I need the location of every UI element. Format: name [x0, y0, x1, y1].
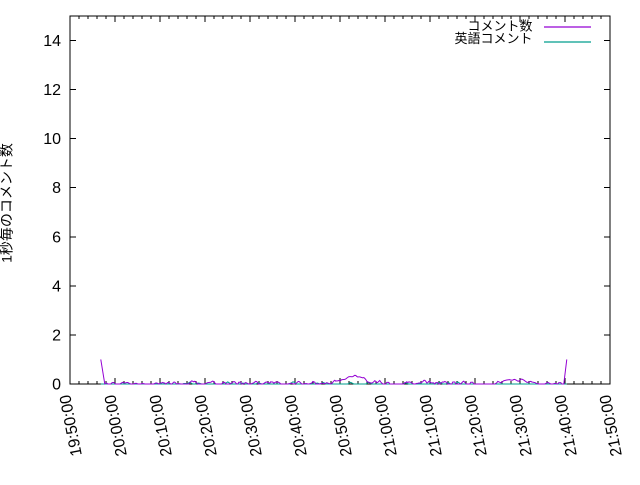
svg-text:0: 0	[52, 377, 61, 394]
svg-text:1秒毎のコメント数: 1秒毎のコメント数	[0, 143, 15, 263]
svg-text:8: 8	[52, 180, 61, 197]
svg-text:10: 10	[43, 131, 61, 148]
svg-text:4: 4	[52, 278, 61, 295]
svg-text:12: 12	[43, 82, 61, 99]
svg-text:14: 14	[43, 33, 61, 50]
svg-text:英語コメント: 英語コメント	[454, 31, 532, 46]
svg-text:2: 2	[52, 327, 61, 344]
svg-text:6: 6	[52, 229, 61, 246]
